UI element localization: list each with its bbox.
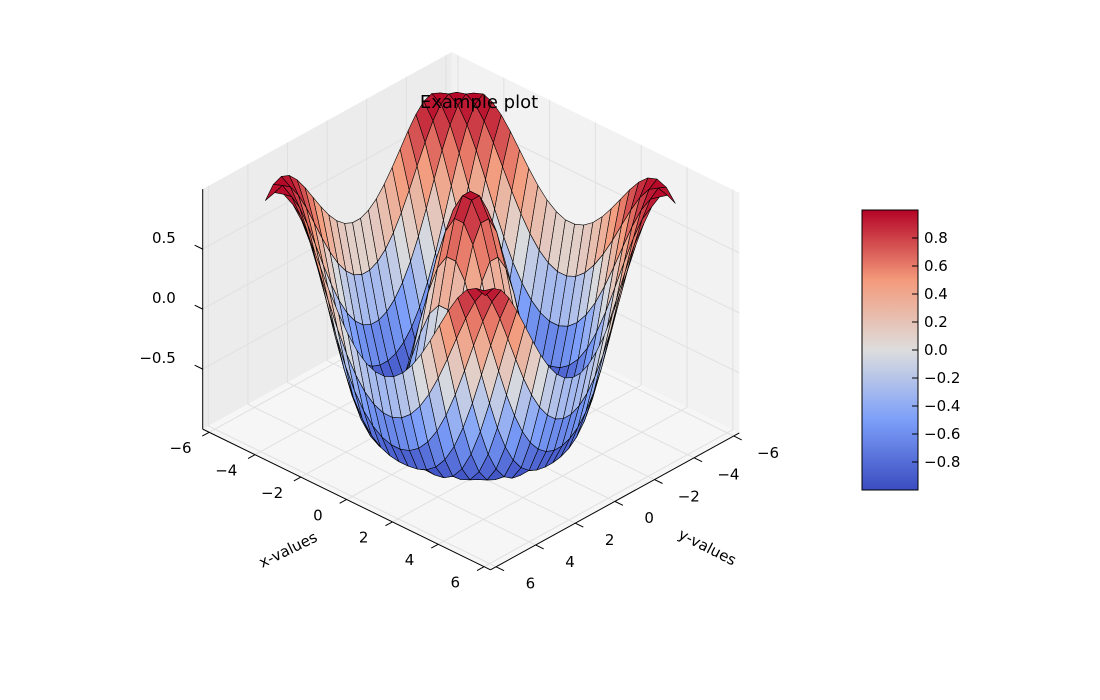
x-tick-label: −2 xyxy=(261,484,283,502)
y-tick xyxy=(495,566,505,572)
y-tick xyxy=(575,522,584,528)
y-tick-label: −6 xyxy=(757,444,779,462)
x-tick xyxy=(293,476,302,482)
x-tick xyxy=(247,454,256,459)
x-tick-label: 2 xyxy=(359,529,369,547)
axes-spines xyxy=(194,189,742,572)
x-tick-label: 4 xyxy=(405,551,415,569)
x-tick xyxy=(339,499,347,504)
colorbar-tick-label: 0.0 xyxy=(924,341,948,359)
x-tick-label: 6 xyxy=(451,574,461,592)
x-tick xyxy=(476,566,485,571)
colorbar-tick-label: 0.6 xyxy=(924,257,948,275)
y-tick xyxy=(654,479,663,484)
y-tick xyxy=(614,500,624,506)
z-tick-label: −0.5 xyxy=(139,349,175,367)
colorbar-tick-label: 0.4 xyxy=(924,285,948,303)
y-tick-label: −4 xyxy=(717,466,739,484)
y-tick-label: 2 xyxy=(605,531,615,549)
colorbar: −0.8 −0.6 −0.4 −0.2 0.0 0.2 0.4 0.6 0.8 xyxy=(861,209,960,491)
gridline-x xyxy=(437,167,688,545)
x-axis-label: x-values xyxy=(256,528,320,572)
colorbar-tick-label: −0.4 xyxy=(924,397,960,415)
y-tick-label: −2 xyxy=(678,487,700,505)
x-tick-label: 0 xyxy=(313,506,323,524)
colorbar-tick-label: −0.8 xyxy=(924,453,960,471)
x-tick xyxy=(385,521,393,527)
surface-plot xyxy=(265,92,676,481)
surface-patch xyxy=(475,288,494,296)
y-tick xyxy=(733,435,742,441)
y-tick-label: 0 xyxy=(644,509,654,527)
z-tick-label: 0.0 xyxy=(152,289,176,307)
y-tick xyxy=(535,544,544,550)
x-tick xyxy=(431,543,439,549)
colorbar-tick-label: −0.2 xyxy=(924,369,960,387)
x-tick-label: −4 xyxy=(215,462,237,480)
x-tick-label: −6 xyxy=(169,439,191,457)
colorbar-tick-label: −0.6 xyxy=(924,425,960,443)
z-tick xyxy=(194,304,203,310)
z-tick-label: 0.5 xyxy=(152,229,176,247)
y-tick-label: 6 xyxy=(526,575,536,593)
colorbar-tick-label: 0.2 xyxy=(924,313,948,331)
z-tick xyxy=(194,244,203,250)
gridline-y xyxy=(247,164,536,546)
colorbar-tick-label: 0.8 xyxy=(924,229,948,247)
x-tick xyxy=(202,431,210,437)
y-tick xyxy=(693,457,703,463)
y-axis-label: y-values xyxy=(675,525,739,569)
gridline-x xyxy=(483,189,734,568)
z-tick xyxy=(194,364,203,370)
gridline-y xyxy=(207,186,497,568)
chart-title: Example plot xyxy=(420,92,538,113)
y-tick-label: 4 xyxy=(565,553,575,571)
colorbar-gradient xyxy=(861,209,919,491)
